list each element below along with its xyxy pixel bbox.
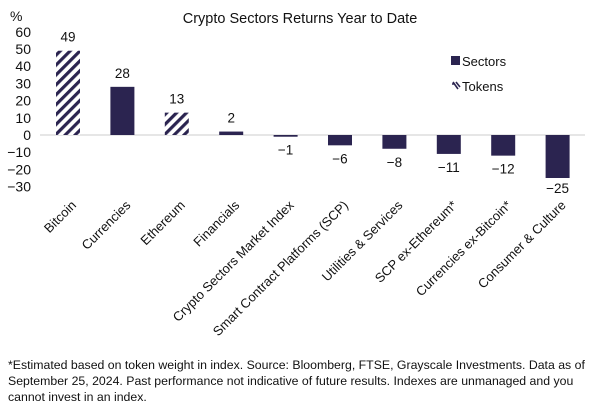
data-label: −6 xyxy=(332,151,347,166)
x-tick-label: Currencies xyxy=(78,197,133,252)
data-label: −12 xyxy=(492,162,515,177)
y-tick-label: 60 xyxy=(15,24,31,40)
data-label: −1 xyxy=(278,143,293,158)
data-label: −11 xyxy=(438,160,460,175)
data-label: 49 xyxy=(60,30,75,45)
y-tick-label: 50 xyxy=(15,41,31,57)
bar-ethereum xyxy=(164,112,189,135)
y-tick-label: 20 xyxy=(15,93,31,109)
bar-smart-contract-platforms-scp xyxy=(328,135,352,146)
data-label: 28 xyxy=(115,66,130,81)
bar-scp-ex-ethereum xyxy=(436,135,461,154)
y-axis-label: % xyxy=(10,8,22,24)
data-label: 2 xyxy=(227,111,235,126)
legend-label-sectors: Sectors xyxy=(462,54,507,69)
legend: Sectors Tokens xyxy=(451,54,507,94)
bar-utilities-services xyxy=(382,135,407,149)
legend-swatch-sectors xyxy=(451,56,460,65)
legend-swatch-tokens xyxy=(452,81,461,90)
x-tick-label: Bitcoin xyxy=(41,198,79,236)
legend-label-tokens: Tokens xyxy=(462,79,504,94)
footnote: *Estimated based on token weight in inde… xyxy=(8,358,585,404)
bar-bitcoin xyxy=(56,50,80,135)
bar-chart: Crypto Sectors Returns Year to Date % 60… xyxy=(7,8,585,339)
data-label: −25 xyxy=(546,181,569,196)
y-tick-label: −10 xyxy=(7,144,31,160)
x-tick-label: Currencies ex-Bitcoin* xyxy=(413,198,515,300)
y-tick-label: 0 xyxy=(23,127,31,143)
x-tick-label: Financials xyxy=(190,197,242,249)
bar-consumer-culture xyxy=(545,135,570,178)
y-tick-label: −30 xyxy=(7,179,31,195)
y-tick-label: −20 xyxy=(7,161,31,177)
y-tick-label: 40 xyxy=(15,58,31,74)
bar-financials xyxy=(219,131,244,135)
bar-currencies-ex-bitcoin xyxy=(491,135,516,156)
chart-title: Crypto Sectors Returns Year to Date xyxy=(183,11,418,27)
y-tick-label: 10 xyxy=(15,110,31,126)
bar-crypto-sectors-market-index xyxy=(273,135,298,137)
bar-currencies xyxy=(110,86,135,135)
y-tick-label: 30 xyxy=(15,75,31,91)
x-tick-label: Ethereum xyxy=(137,198,187,248)
data-label: 13 xyxy=(169,92,184,107)
data-label: −8 xyxy=(387,155,402,170)
